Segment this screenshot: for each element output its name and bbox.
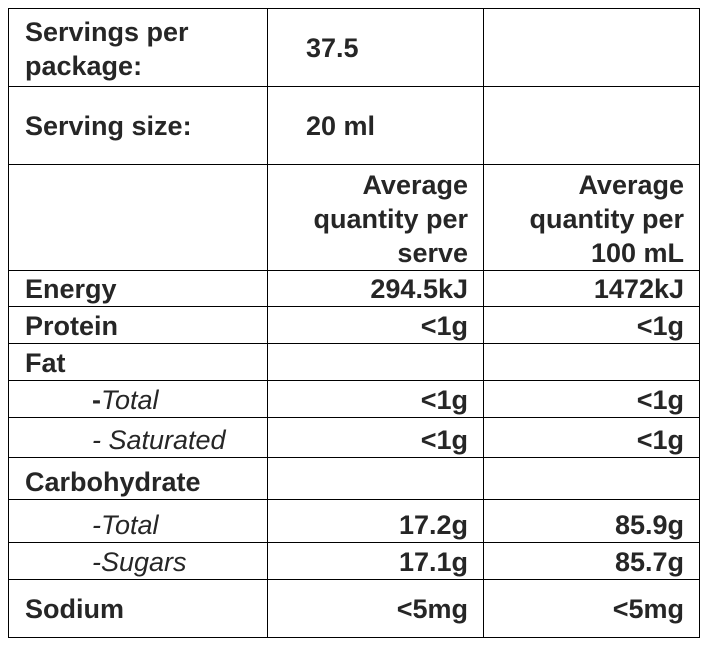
table-row: -Total 17.2g 85.9g — [8, 499, 700, 543]
fat-saturated-label: - Saturated — [8, 417, 268, 458]
energy-label: Energy — [8, 270, 268, 307]
serving-size-label: Serving size: — [8, 86, 268, 165]
fat-saturated-per-serve: <1g — [267, 417, 484, 458]
table-row: -Total <1g <1g — [8, 380, 700, 418]
protein-per-100ml: <1g — [483, 306, 700, 344]
carb-total-label: -Total — [8, 499, 268, 543]
carb-sugars-per-100ml: 85.7g — [483, 542, 700, 580]
empty-cell — [483, 343, 700, 381]
table-row: Servings per package: 37.5 — [8, 8, 700, 87]
fat-label: Fat — [8, 343, 268, 381]
servings-per-package-label: Servings per package: — [8, 8, 268, 87]
carb-sugars-label: -Sugars — [8, 542, 268, 580]
header-per-100ml: Average quantity per 100 mL — [483, 164, 700, 271]
fat-total-text: Total — [101, 385, 159, 415]
protein-label: Protein — [8, 306, 268, 344]
table-row: Average quantity per serve Average quant… — [8, 164, 700, 271]
fat-total-label: -Total — [8, 380, 268, 418]
table-row: Energy 294.5kJ 1472kJ — [8, 270, 700, 307]
carb-total-per-serve: 17.2g — [267, 499, 484, 543]
empty-cell — [483, 86, 700, 165]
serving-size-value: 20 ml — [267, 86, 484, 165]
empty-cell — [483, 8, 700, 87]
table-row: -Sugars 17.1g 85.7g — [8, 542, 700, 580]
sodium-per-100ml: <5mg — [483, 579, 700, 638]
carb-total-per-100ml: 85.9g — [483, 499, 700, 543]
fat-total-per-100ml: <1g — [483, 380, 700, 418]
energy-per-serve: 294.5kJ — [267, 270, 484, 307]
table-row: Carbohydrate — [8, 457, 700, 500]
nutrition-information-table: Servings per package: 37.5 Serving size:… — [8, 8, 700, 638]
empty-cell — [8, 164, 268, 271]
table-row: Sodium <5mg <5mg — [8, 579, 700, 638]
protein-per-serve: <1g — [267, 306, 484, 344]
fat-saturated-per-100ml: <1g — [483, 417, 700, 458]
empty-cell — [267, 343, 484, 381]
carb-sugars-per-serve: 17.1g — [267, 542, 484, 580]
empty-cell — [267, 457, 484, 500]
servings-per-package-value: 37.5 — [267, 8, 484, 87]
empty-cell — [483, 457, 700, 500]
header-per-serve: Average quantity per serve — [267, 164, 484, 271]
sodium-label: Sodium — [8, 579, 268, 638]
table-row: - Saturated <1g <1g — [8, 417, 700, 458]
table-row: Serving size: 20 ml — [8, 86, 700, 165]
carbohydrate-label: Carbohydrate — [8, 457, 268, 500]
sodium-per-serve: <5mg — [267, 579, 484, 638]
fat-total-dash: - — [92, 385, 101, 415]
energy-per-100ml: 1472kJ — [483, 270, 700, 307]
table-row: Fat — [8, 343, 700, 381]
table-row: Protein <1g <1g — [8, 306, 700, 344]
fat-total-per-serve: <1g — [267, 380, 484, 418]
